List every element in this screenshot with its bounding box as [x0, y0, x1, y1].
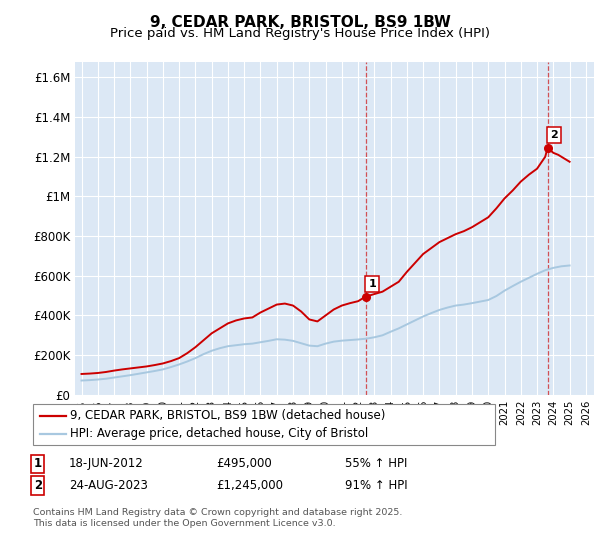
Text: 1: 1 [34, 457, 42, 470]
Text: 18-JUN-2012: 18-JUN-2012 [69, 457, 144, 470]
Text: 24-AUG-2023: 24-AUG-2023 [69, 479, 148, 492]
Text: 91% ↑ HPI: 91% ↑ HPI [345, 479, 407, 492]
Text: 55% ↑ HPI: 55% ↑ HPI [345, 457, 407, 470]
Text: Price paid vs. HM Land Registry's House Price Index (HPI): Price paid vs. HM Land Registry's House … [110, 27, 490, 40]
Text: £495,000: £495,000 [216, 457, 272, 470]
Text: 1: 1 [368, 279, 376, 289]
Text: Contains HM Land Registry data © Crown copyright and database right 2025.
This d: Contains HM Land Registry data © Crown c… [33, 508, 403, 528]
Text: £1,245,000: £1,245,000 [216, 479, 283, 492]
Text: 9, CEDAR PARK, BRISTOL, BS9 1BW (detached house): 9, CEDAR PARK, BRISTOL, BS9 1BW (detache… [70, 409, 386, 422]
Text: 9, CEDAR PARK, BRISTOL, BS9 1BW: 9, CEDAR PARK, BRISTOL, BS9 1BW [149, 15, 451, 30]
Text: HPI: Average price, detached house, City of Bristol: HPI: Average price, detached house, City… [70, 427, 368, 440]
Text: 2: 2 [34, 479, 42, 492]
Text: 2: 2 [550, 130, 558, 140]
